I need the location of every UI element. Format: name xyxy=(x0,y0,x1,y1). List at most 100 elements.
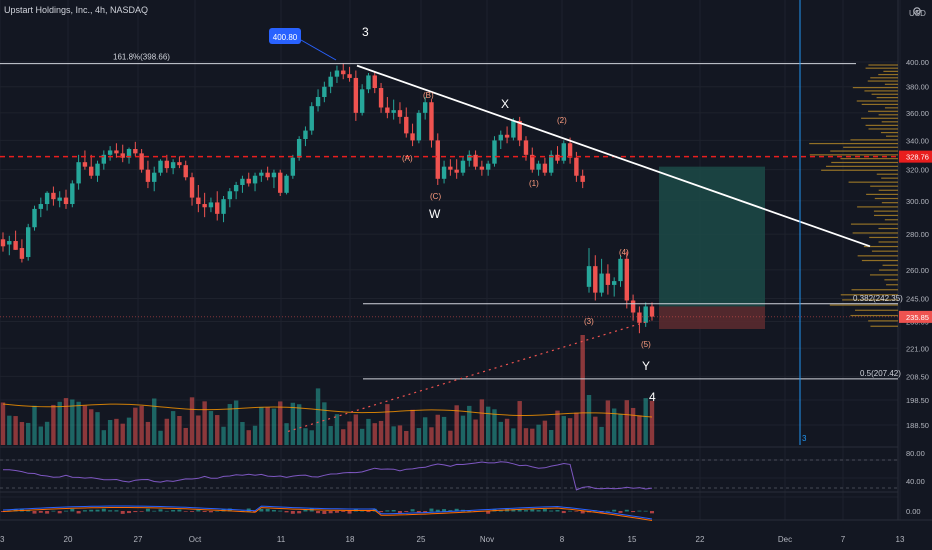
volume-profile-bar xyxy=(863,245,898,248)
volume-profile-bar xyxy=(878,189,898,191)
candle-body xyxy=(303,130,308,139)
volume-bar xyxy=(637,415,642,445)
macd-histogram-bar xyxy=(334,511,339,513)
candle-body xyxy=(296,138,302,158)
volume-profile-bar xyxy=(878,73,898,76)
volume-profile-bar xyxy=(809,142,898,145)
candle-body xyxy=(410,133,415,141)
macd-histogram-bar xyxy=(120,511,125,514)
candle-body xyxy=(290,157,296,176)
candle-body xyxy=(271,172,277,178)
volume-bar xyxy=(315,388,321,445)
volume-bar xyxy=(391,426,396,445)
macd-histogram-bar xyxy=(171,510,176,512)
macd-histogram-bar xyxy=(555,510,560,512)
volume-profile-bar xyxy=(874,197,898,200)
macd-histogram-bar xyxy=(101,508,106,512)
volume-bar xyxy=(649,400,655,445)
volume-bar xyxy=(593,416,598,445)
rsi-tick-label: 40.00 xyxy=(906,477,925,486)
sub-wave-label: (2) xyxy=(557,116,567,125)
volume-bar xyxy=(611,408,617,445)
candle-body xyxy=(252,175,258,184)
macd-histogram-bar xyxy=(530,509,535,512)
macd-histogram-bar xyxy=(202,511,207,512)
macd-histogram-bar xyxy=(164,510,169,512)
candle-body xyxy=(328,76,333,87)
candle-body xyxy=(315,97,321,107)
volume-profile-bar xyxy=(884,83,898,85)
volume-bar xyxy=(177,416,182,445)
volume-profile-bar xyxy=(842,299,898,301)
volume-profile-bar xyxy=(830,150,898,152)
sub-wave-label: (4) xyxy=(619,248,629,257)
volume-profile-bar xyxy=(866,193,898,195)
candle-body xyxy=(233,184,239,192)
volume-bar xyxy=(435,414,440,445)
volume-profile-bar xyxy=(848,181,898,183)
volume-profile-bar xyxy=(861,117,898,119)
candle-body xyxy=(133,149,138,154)
volume-bar xyxy=(202,401,207,445)
volume-bar xyxy=(183,427,188,445)
volume-bar xyxy=(240,422,245,445)
volume-bar xyxy=(492,409,497,445)
candle-body xyxy=(397,110,403,117)
macd-histogram-bar xyxy=(1,511,5,513)
candle-body xyxy=(70,183,75,205)
volume-bar xyxy=(567,418,573,445)
volume-bar xyxy=(429,427,434,445)
volume-bar xyxy=(271,408,277,445)
candle-body xyxy=(278,172,283,193)
rsi-tick-label: 80.00 xyxy=(906,449,925,458)
candle-body xyxy=(542,163,548,173)
macd-histogram-bar xyxy=(196,509,201,512)
drawing-lines xyxy=(0,0,898,445)
macd-histogram-bar xyxy=(133,511,138,513)
candle-body xyxy=(624,258,629,301)
volume-profile-bar xyxy=(861,259,898,262)
candle-body xyxy=(13,241,18,250)
volume-bar xyxy=(341,429,346,445)
candle-body xyxy=(416,112,422,141)
sub-wave-label: (C) xyxy=(430,192,441,201)
peak-badge-pointer xyxy=(300,39,337,61)
candle-body xyxy=(38,204,44,209)
macd-histogram-bar xyxy=(454,508,459,512)
macd-histogram-bar xyxy=(385,510,390,512)
macd-histogram-bar xyxy=(631,511,636,513)
candle-body xyxy=(309,106,314,131)
macd-histogram-bar xyxy=(303,509,308,512)
candle-body xyxy=(284,175,289,193)
volume-ma-line xyxy=(2,403,653,418)
candle-body xyxy=(126,149,132,158)
volume-profile-bar xyxy=(865,67,898,69)
macd-histogram-bar xyxy=(127,511,132,514)
volume-bar xyxy=(196,415,201,445)
volume-bar xyxy=(586,395,592,445)
volume-profile-bar xyxy=(852,232,898,234)
volume-bar xyxy=(334,414,340,445)
volume-profile-bar xyxy=(883,70,898,72)
volume-profile-bar xyxy=(871,93,898,95)
volume-profile-bar xyxy=(879,269,898,271)
rsi-line xyxy=(3,461,653,491)
wave-label-4: 4 xyxy=(649,390,656,404)
volume-bar xyxy=(378,420,384,445)
time-tick-label: 22 xyxy=(696,535,705,544)
macd-histogram-bar xyxy=(70,508,75,512)
candle-body xyxy=(120,153,125,158)
peak-price-badge: 400.80 xyxy=(269,28,301,44)
volume-profile-bar xyxy=(868,64,898,66)
macd-histogram-bar xyxy=(523,510,528,512)
candle-body xyxy=(246,178,251,184)
macd-histogram-bar xyxy=(341,511,346,512)
candle-body xyxy=(215,202,220,214)
candle-body xyxy=(152,172,157,182)
current-price-tag xyxy=(899,150,932,163)
gear-icon[interactable] xyxy=(913,7,921,15)
volume-bar xyxy=(416,428,422,445)
macd-histogram-bar xyxy=(612,509,617,512)
volume-bars xyxy=(0,335,655,445)
